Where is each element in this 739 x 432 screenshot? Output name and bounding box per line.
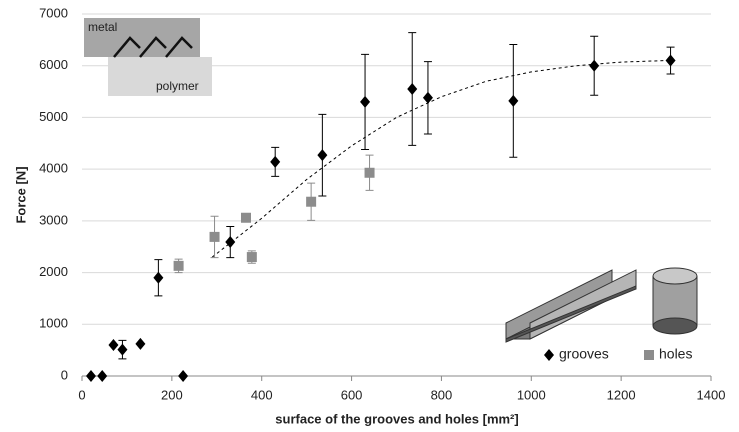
- y-tick-label: 3000: [39, 212, 68, 227]
- point: [665, 54, 676, 67]
- hole-top: [652, 267, 698, 285]
- metal-block: [84, 18, 200, 57]
- y-tick-label: 4000: [39, 161, 68, 176]
- point: [85, 370, 96, 382]
- x-tick-label: 1400: [697, 387, 726, 402]
- point: [225, 236, 236, 249]
- point: [240, 212, 251, 223]
- x-tick-label: 600: [341, 387, 363, 402]
- legend-marker: [544, 349, 554, 361]
- y-tick-label: 5000: [39, 109, 68, 124]
- point: [108, 338, 119, 351]
- point: [306, 196, 317, 207]
- y-tick-label: 6000: [39, 57, 68, 72]
- annotation: metal: [88, 20, 117, 34]
- x-tick-label: 400: [251, 387, 273, 402]
- point: [270, 155, 281, 168]
- point: [589, 59, 600, 72]
- point: [97, 370, 108, 382]
- point: [153, 271, 164, 284]
- groove-base: [505, 285, 637, 343]
- inset-shapes: [505, 267, 698, 343]
- legend-label: grooves: [559, 346, 609, 362]
- point: [508, 94, 519, 107]
- y-axis-title: Force [N]: [13, 166, 28, 223]
- legend-marker: [644, 350, 654, 360]
- point: [422, 91, 433, 104]
- y-tick-label: 1000: [39, 316, 68, 331]
- trendline: [211, 60, 667, 258]
- annotation: polymer: [156, 79, 199, 93]
- point: [360, 95, 371, 108]
- hooks: [113, 36, 193, 58]
- y-tick-label: 7000: [39, 5, 68, 20]
- inset-joint: metal polymer: [84, 18, 212, 96]
- point: [178, 370, 189, 382]
- point: [317, 149, 328, 162]
- y-tick-label: 2000: [39, 264, 68, 279]
- polymer-block: [108, 57, 212, 96]
- x-tick-label: 200: [161, 387, 183, 402]
- legend-label: holes: [659, 346, 692, 362]
- point: [364, 167, 375, 178]
- x-tick-label: 800: [431, 387, 453, 402]
- y-tick-label: 0: [61, 367, 68, 382]
- hole-bottom: [652, 317, 698, 335]
- point: [209, 231, 220, 242]
- point: [246, 252, 257, 263]
- x-tick-label: 1200: [607, 387, 636, 402]
- x-tick-label: 0: [78, 387, 85, 402]
- point: [407, 82, 418, 95]
- point: [117, 343, 128, 356]
- x-axis-title: surface of the grooves and holes [mm²]: [275, 411, 518, 426]
- point: [135, 337, 146, 350]
- x-tick-label: 1000: [517, 387, 546, 402]
- point: [173, 260, 184, 271]
